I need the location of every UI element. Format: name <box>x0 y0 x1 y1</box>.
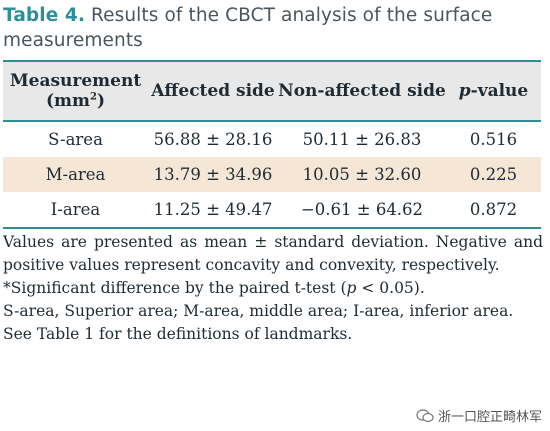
header-measurement-unit-open: (mm <box>45 91 90 111</box>
table-row: M-area 13.79 ± 34.96 10.05 ± 32.60 0.225 <box>3 157 541 192</box>
table-header-row: Measurement (mm2) Affected side Non-affe… <box>3 62 541 122</box>
header-affected: Affected side <box>148 62 278 122</box>
table-number: Table 4. <box>3 5 85 26</box>
header-non-affected: Non-affected side <box>278 62 446 122</box>
cell-measurement: M-area <box>45 165 106 184</box>
cell-p-value: 0.225 <box>469 165 518 184</box>
results-table: Measurement (mm2) Affected side Non-affe… <box>3 62 541 227</box>
cell-measurement: I-area <box>50 200 101 219</box>
footnote-abbreviations: S-area, Superior area; M-area, middle ar… <box>3 302 514 320</box>
footnote-values: Values are presented as mean ± standard … <box>3 233 543 274</box>
cell-non-affected: −0.61 ± 64.62 <box>300 200 424 219</box>
wechat-icon <box>416 408 434 423</box>
table-row: S-area 56.88 ± 28.16 50.11 ± 26.83 0.516 <box>3 121 541 157</box>
cell-affected: 56.88 ± 28.16 <box>153 130 273 149</box>
footnote-significance-p: p <box>346 279 357 297</box>
watermark-text: 浙一口腔正畸林军 <box>437 410 542 425</box>
watermark: 浙一口腔正畸林军 <box>416 406 542 425</box>
header-measurement: Measurement (mm2) <box>3 62 148 122</box>
results-table-container: Measurement (mm2) Affected side Non-affe… <box>3 60 541 229</box>
cell-p-value: 0.872 <box>469 200 518 219</box>
table-row: I-area 11.25 ± 49.47 −0.61 ± 64.62 0.872 <box>3 192 541 227</box>
cell-non-affected: 50.11 ± 26.83 <box>302 130 422 149</box>
footnote-significance: *Significant difference by the paired t-… <box>3 277 543 300</box>
cell-non-affected: 10.05 ± 32.60 <box>302 165 422 184</box>
cell-affected: 11.25 ± 49.47 <box>153 200 273 219</box>
footnote-significance-threshold: < 0.05). <box>356 279 425 297</box>
header-measurement-unit-sup: 2 <box>90 91 97 103</box>
table-caption: Table 4. Results of the CBCT analysis of… <box>3 3 543 53</box>
cell-p-value: 0.516 <box>469 130 518 149</box>
footnote-landmarks: See Table 1 for the definitions of landm… <box>3 325 353 343</box>
header-measurement-unit-close: ) <box>96 91 106 111</box>
header-p-italic: p <box>458 81 471 101</box>
cell-measurement: S-area <box>48 130 103 149</box>
table-title: Results of the CBCT analysis of the surf… <box>3 5 493 51</box>
table-footnotes: Values are presented as mean ± standard … <box>3 231 543 346</box>
cell-affected: 13.79 ± 34.96 <box>153 165 273 184</box>
header-p-rest: -value <box>470 81 529 101</box>
footnote-significance-text: *Significant difference by the paired t-… <box>3 279 347 297</box>
header-measurement-label: Measurement <box>9 71 142 91</box>
header-p-value: p-value <box>446 62 541 122</box>
